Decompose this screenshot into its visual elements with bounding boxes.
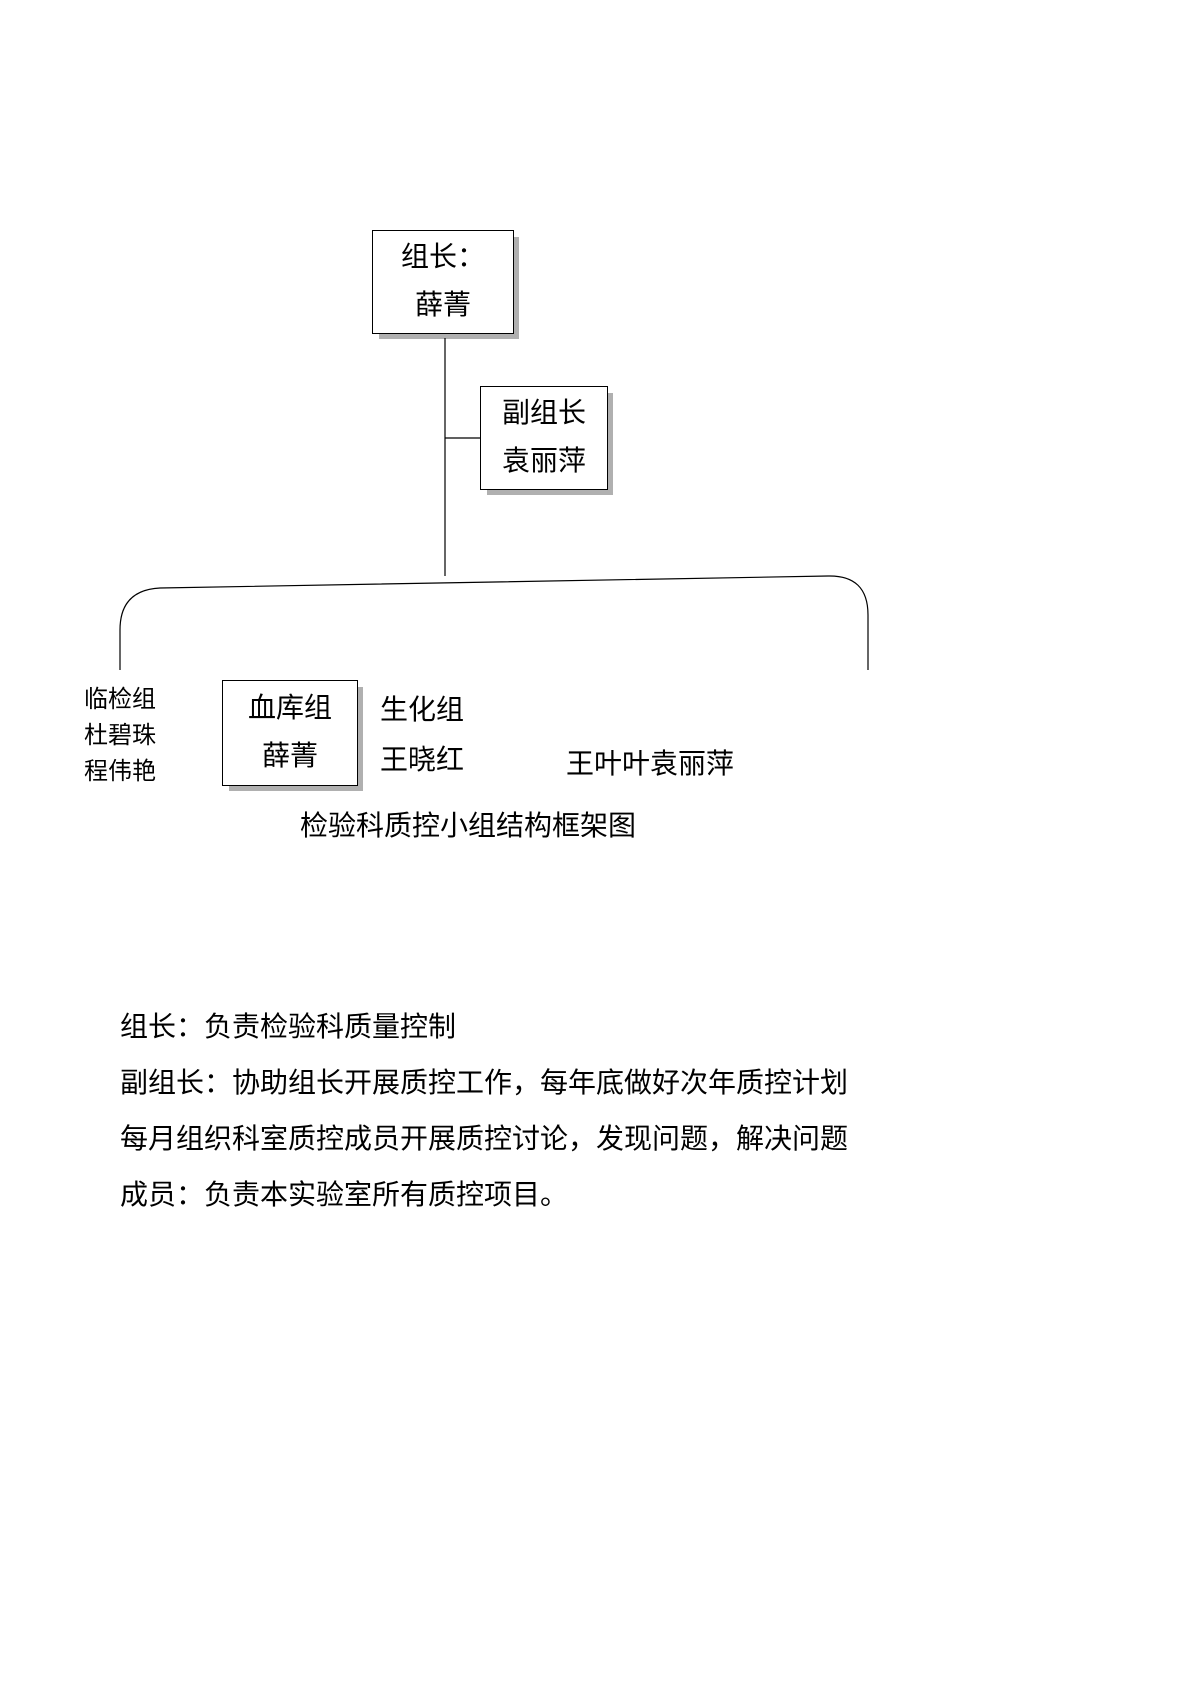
group2-name: 薛菁: [262, 733, 318, 781]
node-deputy-title: 副组长: [502, 390, 586, 438]
desc-line-3: 每月组织科室质控成员开展质控讨论，发现问题，解决问题: [120, 1112, 848, 1168]
node-deputy: 副组长 袁丽萍: [480, 386, 608, 490]
group3-title: 生化组: [380, 686, 464, 736]
node-group-xueku: 血库组 薛菁: [222, 680, 358, 786]
group3-name: 王晓红: [380, 736, 464, 786]
node-leader: 组长： 薛菁: [372, 230, 514, 334]
node-leader-name: 薛菁: [415, 282, 471, 330]
node-group-linjian: 临检组 杜碧珠 程伟艳: [84, 682, 156, 790]
group1-title: 临检组: [84, 682, 156, 718]
diagram-caption: 检验科质控小组结构框架图: [300, 804, 636, 844]
group1-name1: 杜碧珠: [84, 718, 156, 754]
group4-names: 王叶叶袁丽萍: [566, 740, 734, 790]
desc-line-1: 组长：负责检验科质量控制: [120, 1000, 848, 1056]
desc-line-4: 成员：负责本实验室所有质控项目。: [120, 1168, 848, 1224]
group2-title: 血库组: [248, 685, 332, 733]
node-group-shenghua: 生化组 王晓红: [380, 686, 464, 787]
desc-line-2: 副组长：协助组长开展质控工作，每年底做好次年质控计划: [120, 1056, 848, 1112]
group1-name2: 程伟艳: [84, 754, 156, 790]
node-leader-title: 组长：: [401, 234, 485, 282]
node-deputy-name: 袁丽萍: [502, 438, 586, 486]
node-group-other: 王叶叶袁丽萍: [566, 740, 734, 790]
description-block: 组长：负责检验科质量控制 副组长：协助组长开展质控工作，每年底做好次年质控计划 …: [120, 1000, 848, 1224]
